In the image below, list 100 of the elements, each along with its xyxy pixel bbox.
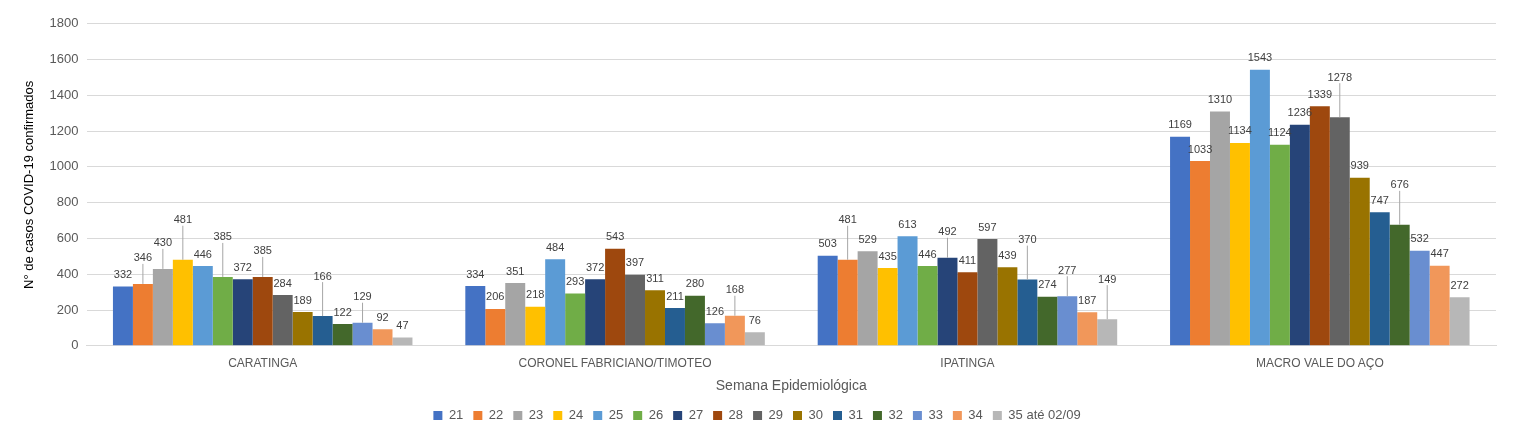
data-label: 293 (565, 274, 585, 287)
y-tick-label: 1800 (49, 15, 79, 31)
bar (1409, 250, 1430, 346)
data-label: 372 (233, 260, 252, 273)
data-label: 187 (1078, 293, 1097, 306)
y-axis-title: N° de casos COVID-19 confirmados (21, 80, 37, 289)
data-label: 481 (173, 213, 193, 226)
bar (857, 251, 878, 346)
bar (485, 308, 506, 346)
legend-label: 30 (808, 407, 823, 423)
bar (465, 286, 486, 346)
bar (724, 315, 745, 346)
data-label: 385 (253, 244, 272, 257)
y-tick-label: 600 (56, 230, 79, 246)
data-label: 492 (938, 225, 957, 238)
y-tick-label: 200 (56, 301, 79, 317)
legend-label: 33 (928, 407, 943, 423)
legend-label: 21 (448, 407, 464, 423)
data-label: 334 (466, 267, 485, 280)
bar (1097, 319, 1118, 346)
data-label: 206 (486, 290, 505, 303)
data-label: 446 (193, 247, 212, 260)
data-label: 503 (818, 237, 837, 250)
data-label: 747 (1370, 193, 1389, 206)
y-tick-label: 1000 (49, 158, 79, 174)
data-label: 280 (685, 277, 705, 290)
bar (817, 255, 838, 346)
bar (877, 267, 898, 346)
data-label: 168 (725, 283, 745, 296)
bar (585, 279, 606, 346)
bar (957, 272, 978, 346)
data-label: 272 (1450, 278, 1469, 291)
data-label: 189 (293, 293, 312, 306)
bar (112, 286, 133, 346)
data-label: 543 (605, 230, 625, 243)
x-tick-label: MACRO VALE DO AÇO (1255, 356, 1384, 371)
data-label: 92 (376, 310, 389, 323)
x-tick-label: IPATINGA (940, 356, 995, 371)
bar (1057, 296, 1078, 346)
data-label: 129 (353, 290, 372, 303)
bar (664, 308, 685, 346)
data-label: 1310 (1207, 92, 1233, 105)
legend-label: 25 (608, 407, 624, 423)
bar (997, 267, 1018, 346)
y-tick-label: 0 (71, 337, 79, 353)
data-label: 1169 (1168, 118, 1192, 131)
data-label: 332 (113, 267, 133, 280)
data-label: 430 (153, 236, 173, 249)
data-label: 597 (978, 220, 997, 233)
bar (605, 248, 626, 346)
data-label: 76 (748, 313, 761, 326)
legend-label: 35 até 02/09 (1008, 407, 1081, 423)
data-label: 439 (998, 248, 1017, 261)
bar (232, 279, 253, 346)
bar (937, 257, 958, 346)
bar (977, 239, 998, 346)
bar (684, 295, 705, 346)
data-label: 277 (1058, 263, 1077, 276)
data-label: 397 (625, 256, 645, 269)
bar (1329, 117, 1350, 346)
data-label: 122 (333, 305, 352, 318)
data-label: 351 (506, 264, 525, 277)
bar (1389, 224, 1410, 346)
bar (252, 276, 273, 346)
x-axis-title: Semana Epidemiológica (715, 377, 867, 394)
y-tick-label: 1400 (49, 86, 79, 102)
bar (372, 329, 393, 346)
legend-label: 31 (848, 407, 863, 423)
bar (332, 323, 353, 346)
legend-label: 22 (488, 407, 504, 423)
data-label: 481 (838, 213, 857, 226)
data-label: 529 (858, 232, 877, 245)
bar (1190, 161, 1210, 346)
data-label: 274 (1038, 278, 1057, 291)
bar (1349, 177, 1370, 346)
bar (565, 293, 586, 346)
data-label: 218 (526, 288, 545, 301)
data-label: 613 (898, 217, 917, 230)
bar (1369, 212, 1390, 346)
data-label: 47 (396, 318, 409, 331)
legend-label: 26 (648, 407, 664, 423)
bar (1017, 279, 1038, 346)
bar (292, 311, 313, 346)
legend-label: 34 (968, 407, 983, 423)
data-label: 346 (133, 251, 153, 264)
data-label: 447 (1430, 247, 1449, 260)
bar (352, 322, 373, 346)
bar (917, 266, 938, 346)
bar (505, 283, 526, 346)
data-label: 676 (1390, 178, 1409, 191)
x-tick-label: CARATINGA (228, 356, 298, 371)
data-label: 126 (705, 304, 725, 317)
bar (272, 295, 293, 346)
data-label: 1339 (1307, 87, 1333, 100)
bar (172, 259, 193, 346)
legend-label: 32 (888, 407, 903, 423)
legend-label: 28 (728, 407, 744, 423)
data-label: 284 (273, 276, 292, 289)
bar (744, 332, 765, 346)
data-label: 385 (213, 230, 232, 243)
